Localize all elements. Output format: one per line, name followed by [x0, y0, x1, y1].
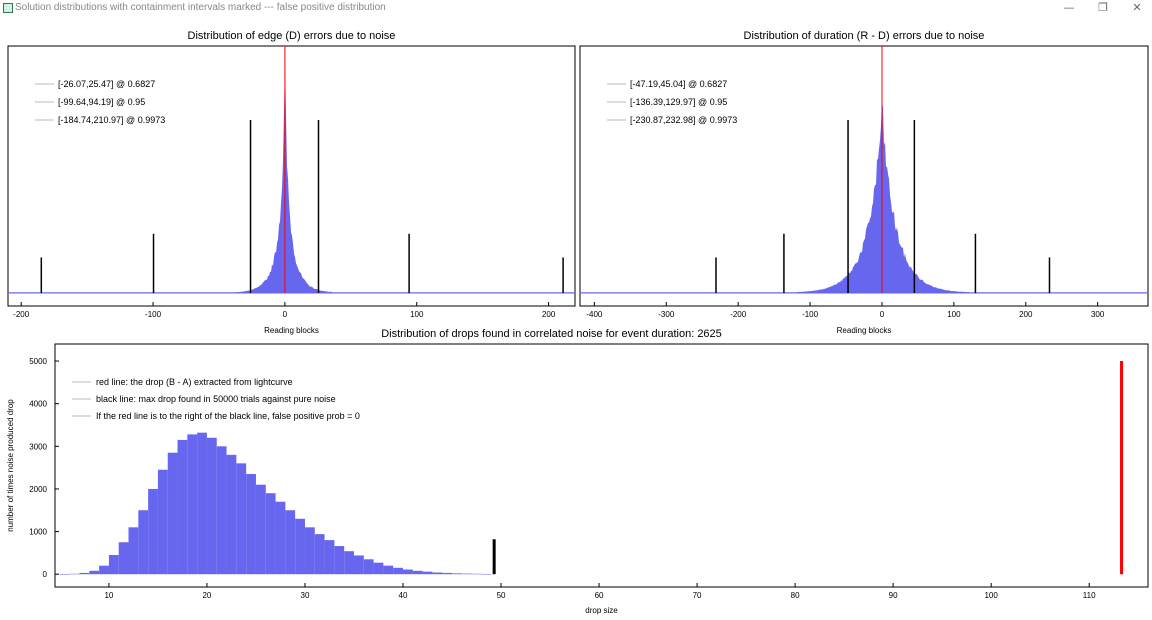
y-tick-label-1: 1000	[29, 528, 47, 537]
x-tick-label-2: 0	[283, 310, 288, 319]
histogram-bar-19	[246, 474, 256, 575]
x-axis-label: Reading blocks	[837, 326, 892, 335]
x-tick-label-0: -200	[13, 310, 30, 319]
close-button[interactable]: ✕	[1132, 1, 1142, 14]
window-titlebar: Solution distributions with containment …	[0, 0, 1152, 18]
legend-label-1: [-99.64,94.19] @ 0.95	[58, 97, 145, 107]
y-tick-label-3: 3000	[29, 442, 47, 451]
y-tick-label-4: 4000	[29, 400, 47, 409]
x-tick-label-6: 70	[693, 591, 702, 600]
histogram-bar-27	[324, 540, 335, 575]
x-tick-label-5: 100	[947, 310, 961, 319]
histogram-bar-10	[157, 469, 168, 575]
histogram-bar-25	[304, 527, 315, 575]
legend-label-2: [-230.87,232.98] @ 0.9973	[630, 115, 737, 125]
histogram-bar-21	[265, 493, 276, 575]
y-tick-label-5: 5000	[29, 357, 47, 366]
histogram-bar-40	[452, 573, 462, 575]
histogram-bar-30	[353, 555, 364, 575]
chart-title: Distribution of duration (R - D) errors …	[744, 30, 985, 42]
histogram-bar-39	[442, 572, 453, 575]
histogram-bar-12	[177, 439, 188, 575]
legend-label-1: black line: max drop found in 50000 tria…	[96, 394, 336, 404]
x-tick-label-6: 200	[1019, 310, 1033, 319]
chart-title: Distribution of drops found in correlate…	[381, 328, 722, 340]
histogram-bar-15	[206, 437, 217, 575]
x-tick-label-1: 20	[202, 591, 211, 600]
histogram-bar-16	[216, 446, 227, 575]
histogram-bar-20	[255, 484, 266, 575]
minimize-button[interactable]: —	[1063, 1, 1075, 14]
x-axis-label: Reading blocks	[264, 326, 319, 335]
x-tick-label-1: -100	[145, 310, 162, 319]
window-title: Solution distributions with containment …	[15, 2, 386, 13]
x-tick-label-4: 200	[542, 310, 556, 319]
x-tick-label-2: -200	[730, 310, 747, 319]
histogram-bar-2	[79, 572, 90, 575]
histogram-bar-14	[197, 432, 207, 575]
x-tick-label-0: 10	[104, 591, 113, 600]
histogram-bar-3	[89, 570, 100, 575]
app-icon	[3, 3, 13, 13]
histogram-bar-43	[481, 573, 492, 575]
legend-label-0: [-26.07,25.47] @ 0.6827	[58, 79, 155, 89]
histogram-bar-9	[148, 488, 158, 575]
x-tick-label-2: 30	[301, 591, 310, 600]
charts-canvas: Distribution of edge (D) errors due to n…	[6, 30, 1149, 615]
legend-label-0: [-47.19,45.04] @ 0.6827	[630, 79, 727, 89]
x-tick-label-7: 300	[1091, 310, 1105, 319]
histogram-bar-8	[138, 510, 149, 575]
y-tick-label-0: 0	[43, 570, 48, 579]
histogram-bar-4	[99, 565, 109, 575]
x-tick-label-5: 60	[595, 591, 604, 600]
histogram-bar-6	[118, 542, 129, 575]
histogram-bar-5	[108, 555, 119, 575]
x-tick-label-0: -400	[586, 310, 603, 319]
histogram-bar-18	[236, 463, 247, 575]
histogram-bar-32	[373, 562, 384, 575]
y-axis-label: number of times noise produced drop	[6, 399, 15, 532]
histogram-bar-0	[59, 573, 70, 575]
x-tick-label-1: -300	[658, 310, 675, 319]
x-tick-label-3: 40	[399, 591, 408, 600]
histogram-bar-37	[422, 571, 433, 575]
x-tick-label-8: 90	[889, 591, 898, 600]
x-tick-label-10: 110	[1083, 591, 1096, 600]
histogram-bar-28	[334, 546, 345, 575]
histogram-bar-36	[412, 570, 423, 575]
histogram-bar-41	[461, 573, 472, 575]
histogram-bar-31	[363, 559, 374, 575]
histogram-bar-42	[471, 573, 482, 575]
x-tick-label-3: 100	[410, 310, 424, 319]
histogram-bar-34	[393, 567, 403, 575]
chart-title: Distribution of edge (D) errors due to n…	[188, 30, 396, 42]
histogram-bar-29	[344, 551, 354, 575]
maximize-button[interactable]: ❐	[1098, 1, 1108, 14]
legend-label-1: [-136.39,129.97] @ 0.95	[630, 97, 727, 107]
legend-label-0: red line: the drop (B - A) extracted fro…	[96, 377, 293, 387]
x-tick-label-4: 0	[880, 310, 885, 319]
histogram-bar-23	[285, 510, 296, 575]
x-tick-label-9: 100	[984, 591, 998, 600]
histogram-bar-38	[432, 572, 443, 575]
histogram-bar-33	[383, 565, 394, 575]
legend-label-2: If the red line is to the right of the b…	[96, 411, 360, 421]
x-axis-label: drop size	[585, 606, 618, 615]
histogram-bar-11	[167, 452, 178, 575]
histogram-bar-17	[226, 454, 237, 575]
histogram-bar-35	[402, 569, 413, 575]
x-tick-label-4: 50	[497, 591, 506, 600]
histogram-bar-1	[69, 573, 80, 575]
y-tick-label-2: 2000	[29, 485, 47, 494]
histogram-bar-26	[314, 534, 325, 575]
histogram-bars	[580, 100, 1148, 293]
histogram-bar-24	[295, 518, 305, 575]
histogram-bar-22	[275, 501, 286, 575]
histogram-bar-13	[187, 434, 198, 575]
legend-label-2: [-184.74,210.97] @ 0.9973	[58, 115, 165, 125]
x-tick-label-7: 80	[791, 591, 800, 600]
histogram-bars	[8, 58, 575, 293]
histogram-bar-7	[128, 527, 139, 575]
x-tick-label-3: -100	[802, 310, 819, 319]
